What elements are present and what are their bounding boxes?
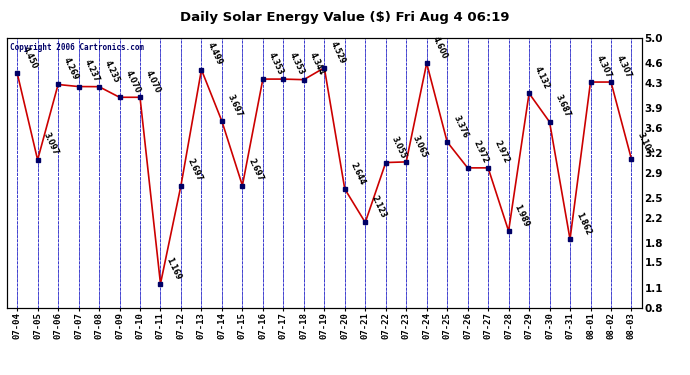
Text: 3.107: 3.107 xyxy=(635,131,654,156)
Text: 4.499: 4.499 xyxy=(206,42,224,67)
Text: 1.989: 1.989 xyxy=(513,203,531,228)
Text: 1.862: 1.862 xyxy=(574,211,593,237)
Text: 4.600: 4.600 xyxy=(431,35,449,60)
Text: 4.235: 4.235 xyxy=(104,58,121,84)
Text: 2.697: 2.697 xyxy=(246,157,265,183)
Text: 4.237: 4.237 xyxy=(83,58,101,84)
Text: 4.132: 4.132 xyxy=(533,65,551,90)
Text: 4.344: 4.344 xyxy=(308,51,326,77)
Text: 3.687: 3.687 xyxy=(553,93,572,119)
Text: 4.307: 4.307 xyxy=(615,54,633,79)
Text: Copyright 2006 Cartronics.com: Copyright 2006 Cartronics.com xyxy=(10,43,144,52)
Text: 2.972: 2.972 xyxy=(472,140,490,165)
Text: 4.529: 4.529 xyxy=(328,40,346,65)
Text: 1.169: 1.169 xyxy=(165,255,183,281)
Text: 4.450: 4.450 xyxy=(21,45,39,70)
Text: 4.070: 4.070 xyxy=(144,69,162,94)
Text: 3.065: 3.065 xyxy=(411,134,428,159)
Text: 4.070: 4.070 xyxy=(124,69,142,94)
Text: Daily Solar Energy Value ($) Fri Aug 4 06:19: Daily Solar Energy Value ($) Fri Aug 4 0… xyxy=(180,11,510,24)
Text: 4.269: 4.269 xyxy=(62,56,81,82)
Text: 2.123: 2.123 xyxy=(369,194,388,220)
Text: 3.055: 3.055 xyxy=(390,135,408,160)
Text: 3.097: 3.097 xyxy=(42,132,60,157)
Text: 3.697: 3.697 xyxy=(226,93,244,118)
Text: 2.644: 2.644 xyxy=(349,161,367,186)
Text: 2.972: 2.972 xyxy=(492,140,511,165)
Text: 4.353: 4.353 xyxy=(267,51,285,76)
Text: 4.353: 4.353 xyxy=(288,51,306,76)
Text: 2.697: 2.697 xyxy=(185,157,204,183)
Text: 4.307: 4.307 xyxy=(595,54,613,79)
Text: 3.376: 3.376 xyxy=(451,114,470,139)
